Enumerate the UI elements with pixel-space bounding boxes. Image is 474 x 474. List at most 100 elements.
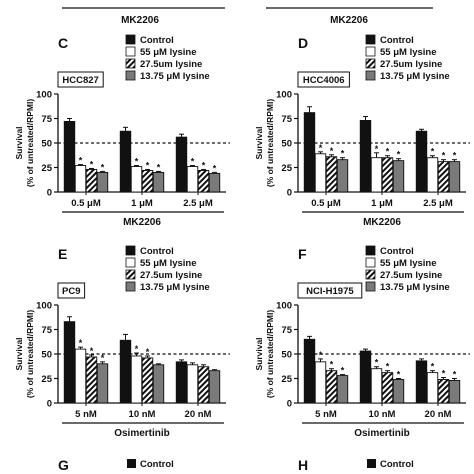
bar	[186, 364, 199, 404]
significance-star: *	[79, 156, 83, 166]
bar	[303, 338, 316, 404]
y-tick-label: 100	[36, 90, 52, 101]
x-tick-label: 0.5 μM	[71, 198, 101, 209]
legend-label: 55 μM lysine	[140, 47, 197, 58]
x-axis-label: Osimertinib	[114, 428, 170, 439]
legend-label: Control	[140, 246, 174, 257]
legend-swatch-1	[365, 46, 376, 57]
legend-swatch-3	[365, 70, 376, 81]
legend-label: 13.75 μM lysine	[380, 282, 450, 293]
bar	[208, 370, 221, 404]
legend-swatch-2	[365, 269, 376, 280]
y-tick-label: 75	[281, 114, 292, 125]
bar	[448, 161, 461, 193]
significance-star: *	[101, 162, 105, 172]
y-tick-label: 100	[276, 301, 292, 312]
y-tick-label: 50	[41, 139, 52, 150]
legend-label: 13.75 μM lysine	[140, 71, 210, 82]
bar	[392, 379, 405, 404]
bar	[437, 379, 450, 404]
legend-swatch-1	[365, 257, 376, 268]
bar	[197, 366, 210, 404]
legend-label: 55 μM lysine	[380, 47, 437, 58]
bar	[197, 169, 210, 193]
x-axis-label: Osimertinib	[354, 428, 410, 439]
y-tick-label: 100	[276, 90, 292, 101]
bar	[130, 355, 143, 404]
y-tick-label: 75	[41, 325, 52, 336]
y-tick-label: 0	[287, 399, 292, 410]
legend-swatch-2	[125, 269, 136, 280]
y-tick-label: 25	[41, 374, 52, 385]
significance-star: *	[431, 362, 435, 372]
cell-line-label: PC9	[62, 286, 80, 297]
y-axis-label: Survival	[254, 126, 264, 159]
y-tick-label: 25	[41, 163, 52, 174]
bar	[63, 120, 76, 193]
bar	[336, 375, 349, 404]
cell-line-label: HCC827	[62, 75, 98, 86]
bar	[141, 357, 154, 404]
y-tick-label: 0	[47, 399, 52, 410]
x-tick-label: 1 μM	[371, 198, 393, 209]
bar	[314, 361, 327, 404]
x-tick-label: 5 nM	[75, 409, 97, 420]
x-tick-label: 5 nM	[315, 409, 337, 420]
x-tick-label: 2.5 μM	[423, 198, 453, 209]
significance-star: *	[453, 151, 457, 161]
y-tick-label: 25	[281, 374, 292, 385]
bar	[152, 171, 165, 193]
y-tick-label: 75	[281, 325, 292, 336]
bar	[63, 321, 76, 404]
bar	[381, 372, 394, 404]
x-tick-label: 2.5 μM	[183, 198, 213, 209]
legend-label: 55 μM lysine	[380, 258, 437, 269]
legend-label: 13.75 μM lysine	[140, 282, 210, 293]
significance-star: *	[375, 358, 379, 368]
y-axis-label: Survival	[254, 337, 264, 370]
legend-swatch-0	[365, 245, 376, 256]
bar	[175, 136, 188, 193]
significance-star: *	[397, 370, 401, 380]
bar	[85, 169, 98, 193]
y-tick-label: 0	[287, 188, 292, 199]
x-tick-label: 10 nM	[369, 409, 396, 420]
legend-label: Control	[380, 246, 414, 257]
x-tick-label: 20 nM	[185, 409, 212, 420]
top-fragment-label: MK2206	[330, 15, 368, 26]
y-axis-label: Survival	[14, 337, 24, 370]
y-axis-label: (% of untreated/RPMI)	[265, 99, 275, 187]
bar	[85, 356, 98, 404]
legend-label-control: Control	[140, 459, 174, 470]
panel-letter: F	[298, 246, 307, 262]
top-fragment-label: MK2206	[121, 15, 159, 26]
bar	[437, 161, 450, 193]
legend-label: 27.5um lysine	[140, 270, 202, 281]
significance-star: *	[319, 143, 323, 153]
significance-star: *	[386, 362, 390, 372]
legend-label: 13.75 μM lysine	[380, 71, 450, 82]
legend-label: 27.5um lysine	[380, 59, 442, 70]
legend-swatch-control	[127, 459, 136, 468]
cell-line-box	[57, 282, 86, 299]
x-tick-label: 10 nM	[129, 409, 156, 420]
y-tick-label: 50	[281, 350, 292, 361]
legend-swatch-control	[367, 459, 376, 468]
legend-swatch-3	[365, 281, 376, 292]
bar	[448, 380, 461, 404]
significance-star: *	[341, 366, 345, 376]
legend-label: Control	[380, 35, 414, 46]
legend-swatch-0	[125, 245, 136, 256]
significance-star: *	[90, 159, 94, 169]
significance-star: *	[330, 360, 334, 370]
bar	[152, 364, 165, 404]
significance-star: *	[146, 347, 150, 357]
bar	[119, 339, 132, 404]
bar	[208, 172, 221, 193]
legend-label: 27.5um lysine	[380, 270, 442, 281]
bar	[74, 165, 87, 193]
legend-label: Control	[140, 35, 174, 46]
